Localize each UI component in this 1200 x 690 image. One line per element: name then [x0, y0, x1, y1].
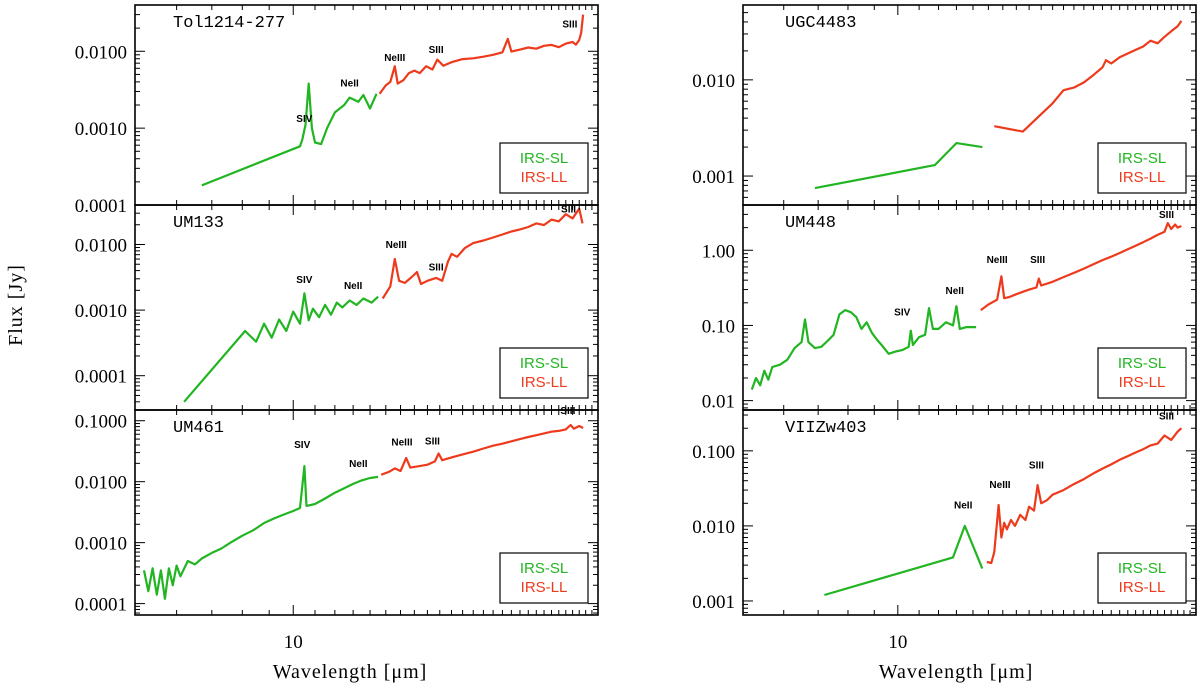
panel-title-um133: UM133	[173, 214, 224, 233]
line-label-siii: SIII	[1030, 255, 1045, 266]
line-label-siii: SIII	[429, 45, 444, 56]
line-label-siii: SIII	[560, 406, 575, 417]
y-tick-label: 0.1000	[75, 412, 127, 433]
series-irs-ll-tol1214-277	[378, 14, 585, 95]
line-label-siv: SIV	[294, 440, 310, 451]
legend-entry-irs-sl: IRS-SL	[520, 355, 568, 372]
series-irs-sl-um448	[750, 305, 977, 390]
y-axis-title: Flux [Jy]	[5, 264, 27, 346]
panel-title-um448: UM448	[785, 214, 836, 233]
legend-tol1214-277: IRS-SL IRS-LL	[499, 142, 589, 194]
y-tick-label: 0.100	[692, 442, 735, 463]
y-tick-label: 0.0001	[75, 367, 127, 388]
legend-ugc4483: IRS-SL IRS-LL	[1097, 142, 1187, 194]
y-tick-label: 0.001	[692, 167, 735, 188]
legend-entry-irs-sl: IRS-SL	[520, 560, 568, 577]
series-irs-sl-tol1214-277	[201, 82, 378, 187]
legend-box	[1097, 142, 1187, 194]
legend-um461: IRS-SL IRS-LL	[499, 552, 589, 604]
series-irs-ll-viizw403	[986, 427, 1183, 565]
legend-entry-irs-ll: IRS-LL	[1119, 169, 1166, 186]
panel-title-um461: UM461	[173, 419, 224, 438]
line-label-siv: SIV	[894, 308, 910, 319]
line-label-siii: SIII	[561, 204, 576, 215]
legend-box	[1097, 347, 1187, 399]
plot-frame-viizw403	[742, 409, 1197, 616]
legend-box	[499, 142, 589, 194]
legend-um133: IRS-SL IRS-LL	[499, 347, 589, 399]
line-label-siv: SIV	[296, 114, 312, 125]
legend-entry-irs-sl: IRS-SL	[1118, 150, 1166, 167]
panel-um461: 0.0001 0.0010 0.0100 0.1000 10 UM461 SIV NeII Ne…	[75, 406, 599, 653]
panels-group: 0.0001 0.0010 0.0100 Tol1214-277 SIV NeII NeII…	[75, 4, 1197, 653]
y-tick-label: 0.0100	[75, 42, 127, 63]
panel-um133: 0.0001 0.0010 0.0100 UM133 SIV NeII NeIII SIII S…	[75, 204, 599, 411]
line-label-neiii: NeIII	[989, 480, 1010, 491]
y-tick-label: 0.0001	[75, 595, 127, 616]
y-tick-label: 0.10	[702, 316, 735, 337]
panel-title-tol1214-277: Tol1214-277	[173, 14, 285, 33]
series-irs-sl-ugc4483	[814, 142, 983, 190]
legend-entry-irs-ll: IRS-LL	[521, 169, 568, 186]
panel-tol1214-277: 0.0001 0.0010 0.0100 Tol1214-277 SIV NeII NeII…	[75, 4, 599, 217]
panel-title-viizw403: VIIZw403	[785, 419, 867, 438]
line-label-siv: SIV	[296, 275, 312, 286]
legend-viizw403: IRS-SL IRS-LL	[1097, 552, 1187, 604]
y-tick-label: 0.0001	[75, 196, 127, 217]
line-label-neiii: NeIII	[987, 255, 1008, 266]
series-irs-sl-um133	[183, 292, 379, 403]
line-label-neii: NeII	[349, 459, 368, 470]
legend-box	[499, 347, 589, 399]
line-label-neii: NeII	[344, 281, 363, 292]
y-tick-label: 0.0100	[75, 473, 127, 494]
panel-viizw403: 0.001 0.010 0.100 10 VIIZw403 NeII NeIII SIII SI…	[692, 409, 1197, 653]
line-label-siii: SIII	[562, 19, 577, 30]
y-tick-label: 0.0010	[75, 301, 127, 322]
y-tick-label: 0.0010	[75, 119, 127, 140]
legend-entry-irs-sl: IRS-SL	[520, 150, 568, 167]
y-tick-label: 1.00	[702, 241, 735, 262]
y-tick-label: 0.010	[692, 517, 735, 538]
y-tick-label: 0.0010	[75, 534, 127, 555]
line-label-siii: SIII	[1159, 210, 1174, 221]
line-label-neiii: NeIII	[384, 53, 405, 64]
x-tick-label: 10	[888, 632, 907, 653]
series-irs-ll-ugc4483	[994, 20, 1183, 133]
series-irs-ll-um133	[381, 207, 584, 300]
y-tick-label: 0.001	[692, 592, 735, 613]
legend-entry-irs-sl: IRS-SL	[1118, 560, 1166, 577]
line-label-siii: SIII	[425, 436, 440, 447]
line-label-neii: NeII	[946, 286, 965, 297]
line-label-neii: NeII	[954, 501, 973, 512]
plot-frame-um461	[134, 409, 599, 616]
legend-entry-irs-ll: IRS-LL	[1119, 579, 1166, 596]
panel-title-ugc4483: UGC4483	[785, 14, 856, 33]
legend-box	[499, 552, 589, 604]
line-label-neiii: NeIII	[386, 240, 407, 251]
y-tick-label: 0.0100	[75, 235, 127, 256]
series-irs-ll-um461	[380, 423, 584, 476]
x-axis-title-left: Wavelength [μm]	[273, 661, 428, 683]
legend-entry-irs-ll: IRS-LL	[1119, 374, 1166, 391]
series-irs-ll-um448	[980, 222, 1182, 311]
legend-um448: IRS-SL IRS-LL	[1097, 347, 1187, 399]
series-irs-sl-viizw403	[824, 524, 984, 597]
line-label-siii: SIII	[1029, 461, 1044, 472]
line-label-neiii: NeIII	[391, 438, 412, 449]
y-tick-label: 0.010	[692, 71, 735, 92]
panel-ugc4483: 0.001 0.010 UGC4483 IRS-SL IRS-LL	[692, 4, 1197, 206]
y-tick-label: 0.01	[702, 392, 735, 413]
legend-entry-irs-ll: IRS-LL	[521, 374, 568, 391]
x-axis-title-right: Wavelength [μm]	[879, 661, 1034, 683]
line-label-siii: SIII	[429, 263, 444, 274]
line-label-neii: NeII	[340, 78, 359, 89]
series-irs-sl-um461	[142, 465, 379, 600]
panel-um448: 0.01 0.10 1.00 UM448 SIV NeII NeIII SIII SIII IRS…	[702, 204, 1197, 413]
legend-entry-irs-ll: IRS-LL	[521, 579, 568, 596]
legend-entry-irs-sl: IRS-SL	[1118, 355, 1166, 372]
line-label-siii: SIII	[1159, 412, 1174, 423]
legend-box	[1097, 552, 1187, 604]
x-tick-label: 10	[284, 632, 303, 653]
